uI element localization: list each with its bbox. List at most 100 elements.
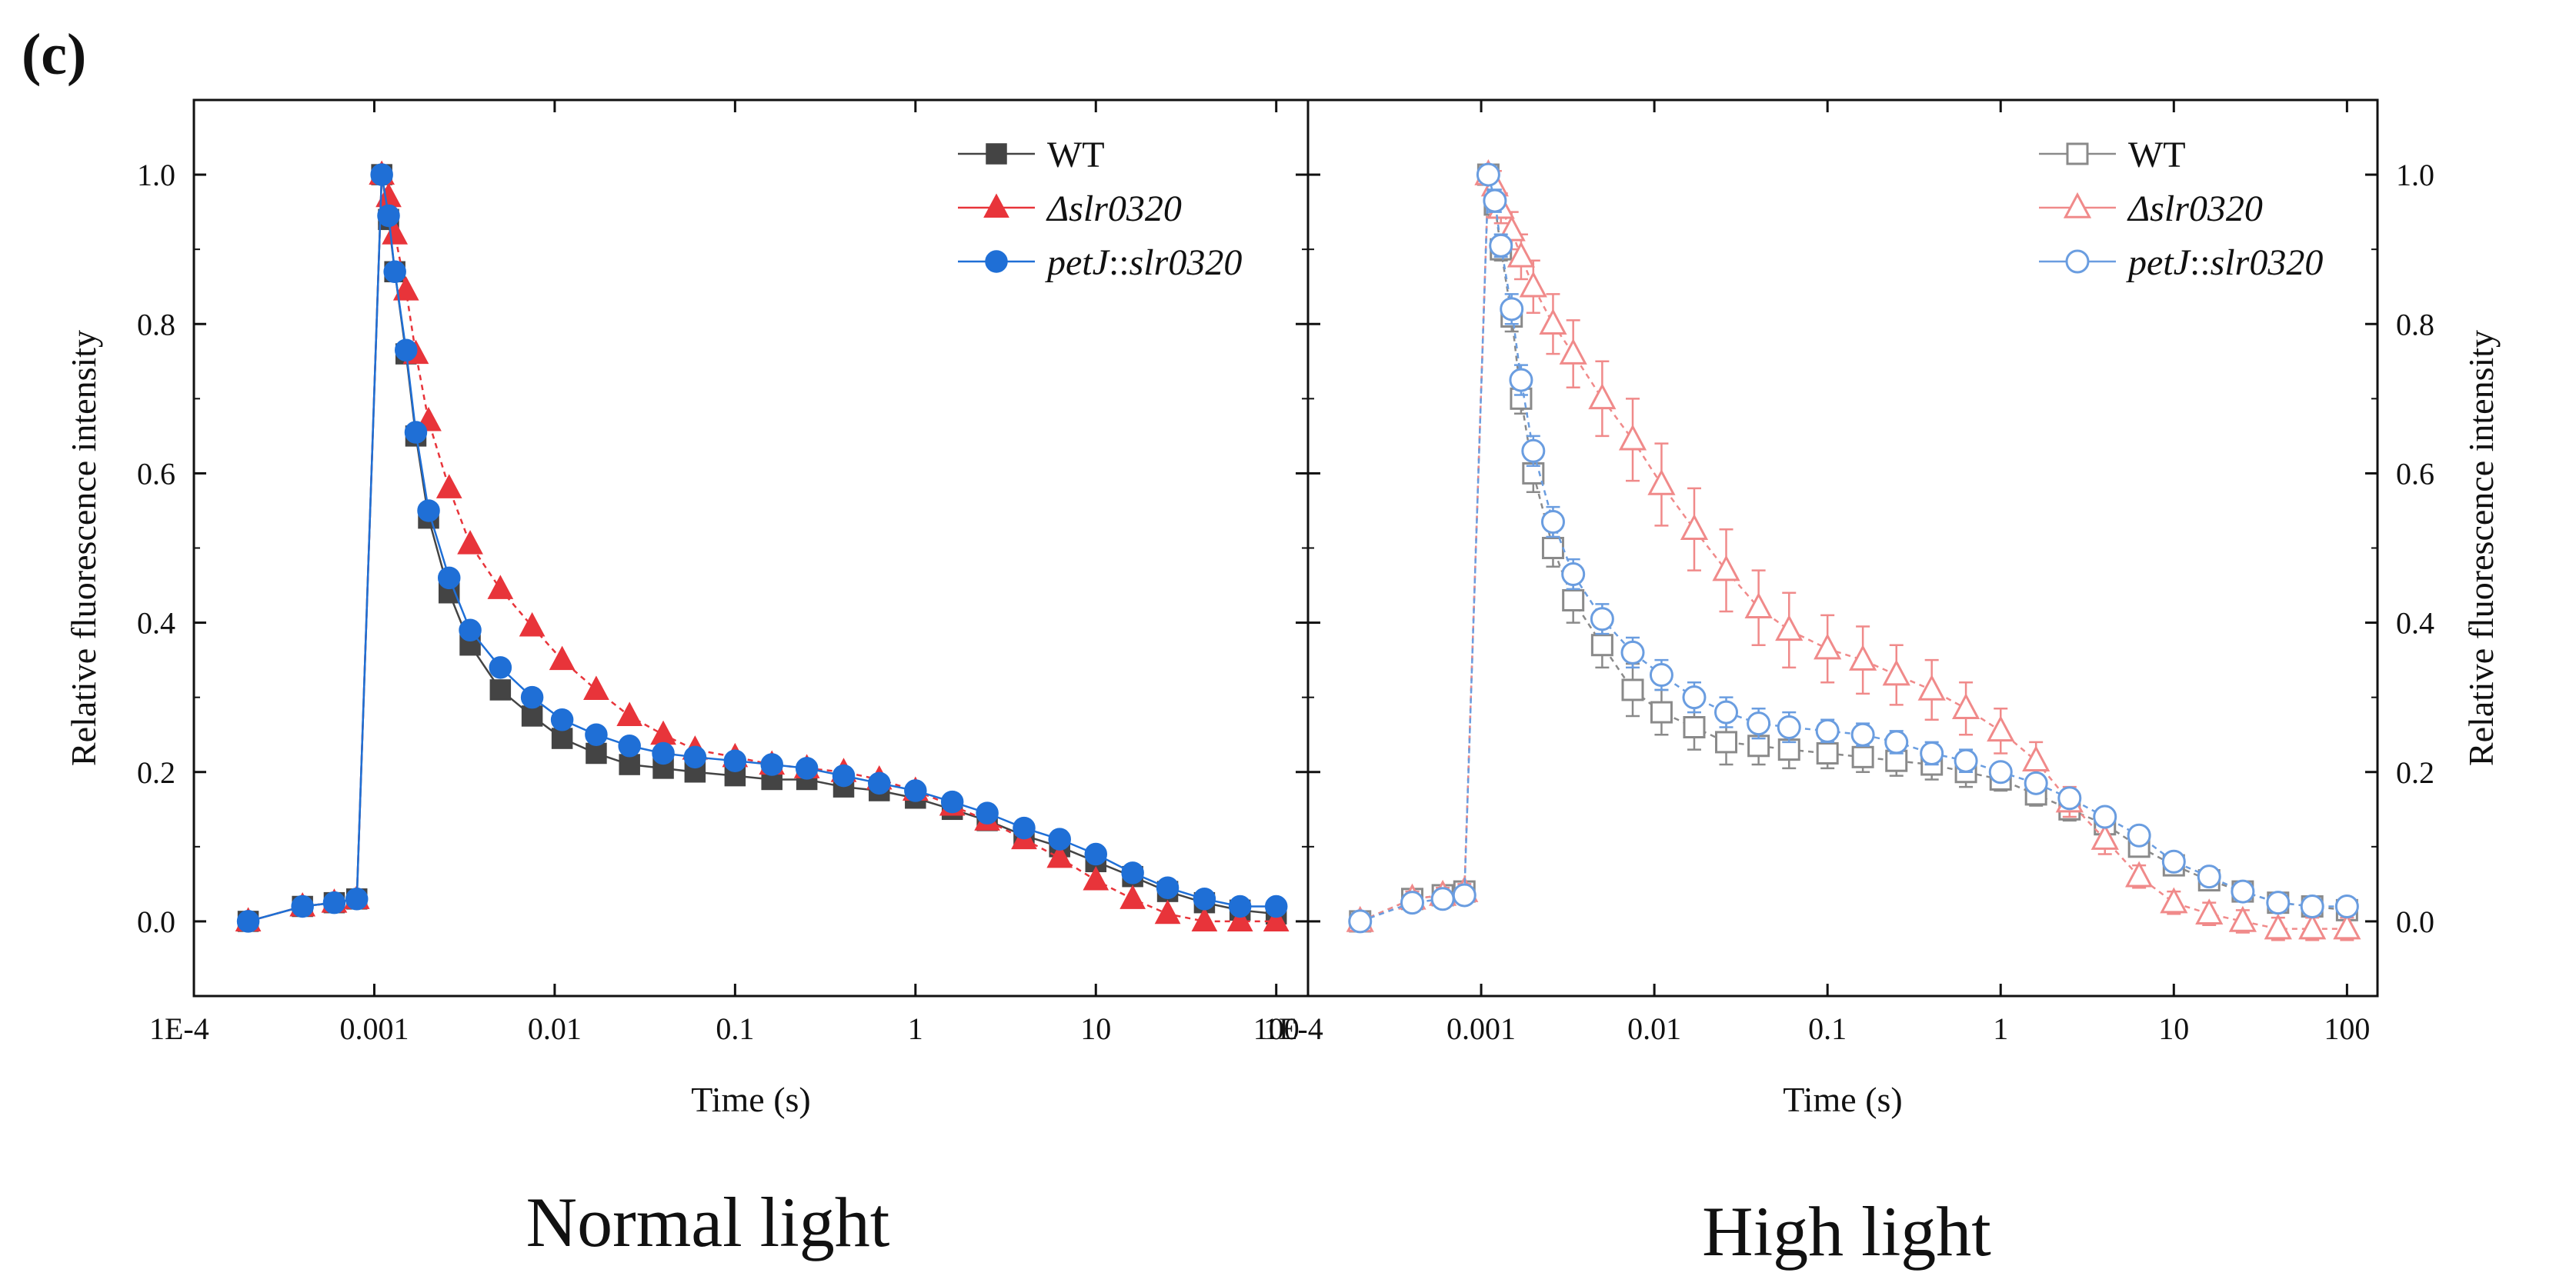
- data-point: [1083, 866, 1109, 891]
- data-point: [618, 735, 641, 758]
- data-point: [1712, 555, 1740, 581]
- data-point: [1264, 895, 1288, 918]
- data-point: [1048, 828, 1071, 851]
- data-point: [2125, 861, 2154, 888]
- data-point: [520, 685, 544, 709]
- legend-marker: [983, 193, 1009, 218]
- data-point: [1747, 711, 1771, 736]
- data-point: [550, 708, 574, 731]
- data-point: [2093, 805, 2117, 829]
- data-point: [1590, 607, 1614, 631]
- data-point: [2090, 824, 2119, 850]
- data-point: [1156, 876, 1180, 899]
- data-point: [487, 575, 514, 599]
- x-tick-label: 0.01: [1627, 1011, 1681, 1046]
- series-line: [1360, 174, 2347, 923]
- data-point: [940, 790, 964, 814]
- data-point: [1561, 561, 1586, 586]
- data-point: [1228, 895, 1252, 918]
- data-point: [1920, 741, 1944, 765]
- x-axis-title: Time (s): [1783, 1080, 1903, 1119]
- y-tick-label: 0.2: [137, 755, 175, 790]
- data-point: [1500, 297, 1524, 322]
- data-point: [1650, 701, 1673, 724]
- data-point: [2266, 891, 2291, 915]
- data-point: [1193, 888, 1216, 911]
- x-tick-label: 100: [1253, 1011, 1300, 1046]
- y-tick-label: 0.4: [2396, 606, 2434, 641]
- data-point: [650, 720, 676, 745]
- y-tick-label: 0.4: [137, 606, 175, 641]
- x-tick-label: 100: [2324, 1011, 2370, 1046]
- data-point: [1683, 716, 1706, 738]
- data-point: [586, 742, 607, 765]
- data-point: [1621, 678, 1644, 701]
- data-point: [868, 771, 891, 795]
- series-2: [236, 163, 1288, 933]
- data-point: [1917, 674, 1946, 701]
- data-point: [2127, 823, 2151, 848]
- data-point: [417, 499, 440, 522]
- data-point: [1851, 745, 1874, 768]
- data-point: [236, 910, 260, 933]
- y-tick-label: 0.8: [137, 307, 175, 341]
- data-point: [832, 764, 856, 788]
- data-point: [760, 753, 783, 776]
- data-point: [437, 566, 461, 590]
- data-point: [1476, 162, 1500, 187]
- y-tick-label: 0.6: [137, 456, 175, 491]
- legend-label: petJ::slr0320: [1045, 242, 1242, 283]
- data-point: [322, 891, 346, 915]
- series-2: [1348, 162, 2359, 934]
- data-point: [2333, 913, 2361, 940]
- y-tick-label: 0.8: [2396, 307, 2434, 341]
- data-point: [383, 260, 406, 284]
- y-tick-label: 1.0: [137, 158, 175, 192]
- x-tick-label: 10: [2158, 1011, 2189, 1046]
- data-point: [1519, 271, 1547, 298]
- data-point: [1348, 909, 1373, 934]
- data-point: [392, 276, 419, 301]
- data-point: [1816, 741, 1839, 765]
- data-point: [489, 656, 512, 679]
- data-point: [1849, 645, 1877, 671]
- data-point: [377, 204, 400, 228]
- data-point: [2228, 905, 2257, 932]
- data-point: [1715, 731, 1738, 754]
- data-point: [1119, 885, 1146, 909]
- data-point: [1714, 700, 1739, 725]
- high-light-chart: 0.0 0.2 0.4 0.6 0.8 1.0 1E-4 0.001 0.01 0.1 1 10 100…: [1263, 98, 2501, 1271]
- data-point: [585, 723, 608, 746]
- data-point: [1620, 640, 1645, 665]
- data-point: [2024, 771, 2048, 795]
- data-point: [1775, 615, 1804, 641]
- data-point: [583, 675, 609, 700]
- legend-marker: [2063, 192, 2092, 218]
- x-tick-label: 0.1: [716, 1011, 754, 1046]
- legend-label: WT: [2128, 135, 2186, 175]
- data-point: [1226, 907, 1253, 931]
- data-point: [1680, 514, 1709, 541]
- data-point: [489, 679, 512, 701]
- x-tick-label: 0.001: [1446, 1011, 1516, 1046]
- data-point: [1562, 588, 1585, 611]
- x-tick-label: 0.01: [528, 1011, 582, 1046]
- x-tick-label: 1E-4: [1263, 1011, 1323, 1046]
- data-point: [1452, 883, 1477, 908]
- data-point: [404, 421, 428, 444]
- data-point: [2264, 913, 2292, 940]
- data-point: [1744, 592, 1773, 618]
- data-point: [1618, 424, 1647, 451]
- data-point: [1430, 887, 1455, 911]
- legend-label: petJ::slr0320: [2126, 242, 2323, 283]
- data-point: [1588, 383, 1617, 410]
- data-point: [2022, 745, 2050, 771]
- data-point: [1084, 842, 1108, 866]
- data-point: [435, 474, 462, 498]
- x-tick-label: 1: [1993, 1011, 2008, 1046]
- data-point: [2161, 849, 2186, 874]
- data-point: [1539, 308, 1567, 335]
- y-tick-label: 0.6: [2396, 456, 2434, 491]
- data-point: [723, 749, 747, 772]
